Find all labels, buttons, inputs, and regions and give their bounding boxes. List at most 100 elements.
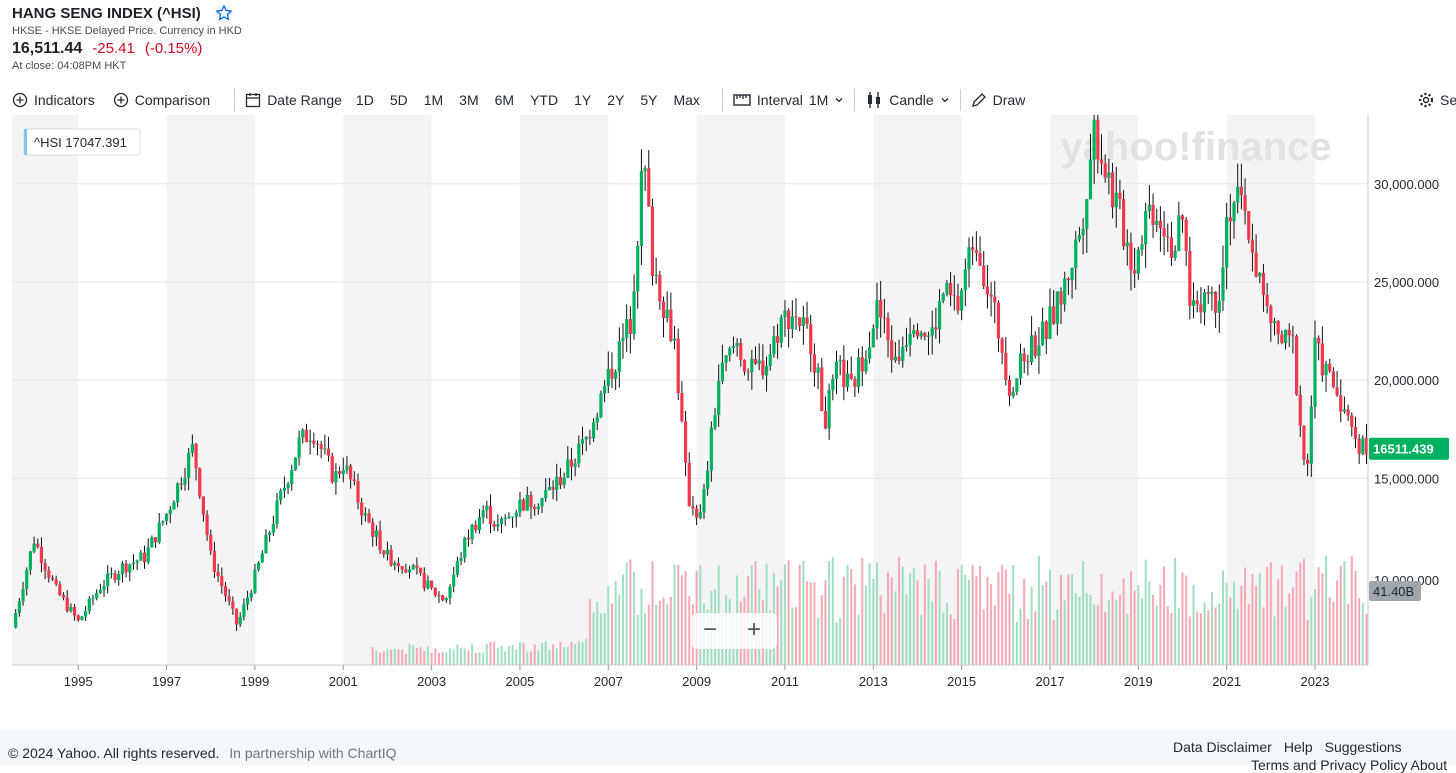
volume-bar: [1266, 567, 1269, 665]
volume-bar: [813, 582, 816, 665]
chart-area[interactable]: yahoo!finance 15,000.000 20,000.000 25,000.…: [0, 104, 1456, 695]
shaded-band: [696, 115, 785, 665]
candle-body: [923, 332, 927, 337]
candle-body: [245, 597, 250, 605]
candle-body: [974, 250, 978, 254]
candle-body: [39, 546, 44, 564]
indicators-button[interactable]: Indicators: [12, 92, 95, 108]
range-ytd-button[interactable]: YTD: [530, 92, 559, 108]
candle-body: [621, 337, 625, 342]
candle-body: [901, 346, 905, 361]
volume-bar: [1144, 559, 1147, 665]
candle-body: [1261, 272, 1266, 295]
candle-body: [1217, 300, 1221, 313]
volume-bar: [570, 641, 573, 665]
volume-bar: [1203, 602, 1206, 665]
candle-body: [415, 565, 419, 568]
candle-body: [150, 537, 154, 548]
volume-bar: [890, 577, 893, 665]
x-tick-label: 2011: [771, 674, 799, 689]
volume-bar: [783, 564, 786, 665]
symbol-legend[interactable]: ^HSI 17047.391: [23, 128, 141, 156]
candle-body: [816, 367, 820, 373]
candle-body: [1081, 228, 1085, 236]
volume-bar: [997, 571, 1000, 665]
candle-body: [430, 580, 434, 588]
range-1m-button[interactable]: 1M: [423, 92, 444, 108]
volume-bar: [1310, 596, 1313, 665]
chart-type-label: Candle: [889, 92, 934, 108]
candle-body: [632, 291, 636, 335]
volume-bar: [975, 575, 978, 665]
candle-body: [1188, 251, 1192, 306]
candle-body: [393, 563, 397, 566]
candle-body: [805, 317, 809, 325]
volume-bar: [1313, 589, 1316, 665]
volume-bar: [968, 580, 971, 665]
candle-body: [525, 494, 529, 511]
candle-body: [871, 328, 875, 348]
settings-button[interactable]: Se: [1418, 92, 1456, 108]
comparison-button[interactable]: Comparison: [113, 92, 210, 108]
footer-link-help[interactable]: Help: [1283, 739, 1313, 755]
zoom-out-button[interactable]: −: [703, 616, 718, 643]
volume-bar: [916, 580, 919, 665]
candle-body: [341, 470, 345, 474]
partner-link[interactable]: In partnership with ChartIQ: [229, 745, 397, 761]
volume-bar: [415, 648, 418, 665]
volume-bar: [375, 650, 378, 665]
zoom-in-button[interactable]: +: [747, 616, 762, 643]
range-3m-button[interactable]: 3M: [459, 92, 479, 108]
volume-bar: [1056, 609, 1059, 665]
range-1d-button[interactable]: 1D: [355, 92, 374, 108]
volume-bar: [588, 599, 591, 665]
range-5d-button[interactable]: 5D: [389, 92, 408, 108]
volume-bar: [1181, 572, 1184, 665]
candle-body: [183, 477, 187, 485]
candle-body: [1272, 321, 1277, 324]
volume-bar: [1030, 586, 1033, 665]
footer-links-secondary[interactable]: Terms and Privacy Policy About: [1251, 757, 1448, 773]
candle-body: [566, 459, 570, 478]
candle-body: [264, 534, 268, 554]
volume-bar: [669, 596, 672, 665]
range-2y-button[interactable]: 2Y: [607, 92, 625, 108]
candle-body: [860, 357, 864, 372]
candle-body: [1151, 204, 1155, 226]
range-1y-button[interactable]: 1Y: [574, 92, 592, 108]
range-5y-button[interactable]: 5Y: [640, 92, 658, 108]
candle-body: [827, 390, 831, 429]
candle-body: [231, 601, 235, 609]
volume-bar: [942, 612, 945, 665]
draw-button[interactable]: Draw: [971, 92, 1025, 108]
volume-bar: [1365, 613, 1368, 665]
candle-body: [617, 341, 621, 372]
interval-button[interactable]: Interval 1M: [733, 92, 844, 108]
chart-type-button[interactable]: Candle: [865, 91, 949, 109]
candle-body: [109, 573, 113, 575]
candle-body: [106, 573, 110, 587]
star-icon[interactable]: [215, 4, 233, 22]
date-range-button[interactable]: Date Range: [245, 92, 342, 108]
candle-body: [853, 378, 857, 387]
volume-bar: [927, 578, 930, 665]
range-max-button[interactable]: Max: [673, 92, 700, 108]
volume-bar: [1148, 581, 1151, 665]
price-chart[interactable]: yahoo!finance15,000.00020,000.00025,000.…: [0, 104, 1456, 695]
volume-bar: [934, 560, 937, 665]
footer-link-suggestions[interactable]: Suggestions: [1324, 739, 1402, 755]
volume-bar: [990, 583, 993, 665]
pencil-icon: [971, 93, 986, 107]
volume-bar: [1122, 578, 1125, 665]
volume-bar: [1008, 593, 1011, 665]
volume-bar: [875, 562, 878, 665]
range-6m-button[interactable]: 6M: [494, 92, 515, 108]
candle-body: [1011, 391, 1015, 396]
candle-body: [1096, 119, 1100, 160]
candle-body: [25, 570, 29, 590]
candle-body: [879, 300, 883, 318]
volume-bar: [1225, 583, 1228, 665]
candle-body: [982, 265, 986, 287]
footer-link-data-disclaimer[interactable]: Data Disclaimer: [1173, 739, 1272, 755]
candle-body: [1044, 321, 1048, 339]
